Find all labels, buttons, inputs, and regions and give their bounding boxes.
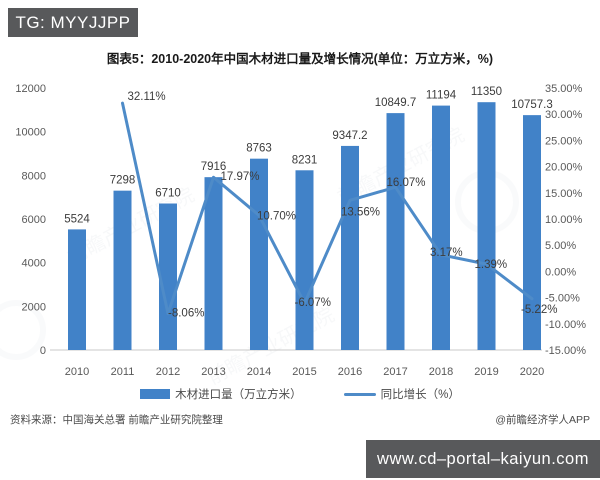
credit-note: @前瞻经济学人APP <box>495 414 590 426</box>
bar-value-label: 9347.2 <box>332 130 367 142</box>
bar-2017 <box>386 113 405 350</box>
bar-2019 <box>477 102 496 350</box>
bar-series-swatch-icon <box>140 389 171 399</box>
line-value-label: -8.06% <box>168 308 204 320</box>
legend-item-bar-series: 木材进口量（万立方米） <box>140 386 302 402</box>
right-axis-tick: 0.00% <box>545 266 576 278</box>
right-axis-tick: 10.00% <box>545 214 583 226</box>
bar-2020 <box>523 115 541 350</box>
left-axis-tick: 10000 <box>15 127 46 139</box>
overlay-badge-bottom-right: www.cd–portal–kaiyun.com <box>366 440 600 478</box>
x-axis-tick: 2012 <box>156 366 180 378</box>
left-axis-tick: 4000 <box>22 258 46 270</box>
right-axis-tick: -15.00% <box>545 345 586 357</box>
bar-2015 <box>295 170 314 350</box>
bar-value-label: 10849.7 <box>375 97 417 109</box>
right-axis-tick: 30.00% <box>545 109 583 121</box>
right-axis-tick: 20.00% <box>545 162 583 174</box>
bar-2016 <box>341 145 359 350</box>
x-axis-tick: 2010 <box>65 366 89 378</box>
line-value-label: 13.56% <box>341 206 380 218</box>
x-axis-tick: 2018 <box>429 366 453 378</box>
line-value-label: 1.39% <box>475 259 508 271</box>
line-value-label: -5.22% <box>521 304 557 316</box>
right-axis-tick: -5.00% <box>545 293 580 305</box>
left-axis-tick: 0 <box>40 345 46 357</box>
chart-title: 图表5：2010-2020年中国木材进口量及增长情况(单位：万立方米，%) <box>106 52 494 66</box>
bar-2012 <box>159 203 177 350</box>
left-axis-tick: 6000 <box>22 214 46 226</box>
line-value-label: 16.07% <box>387 177 426 189</box>
left-axis-tick: 8000 <box>22 170 46 182</box>
line-value-label: 10.70% <box>257 210 296 222</box>
legend-label-bar-series: 木材进口量（万立方米） <box>175 389 302 401</box>
x-axis-tick: 2013 <box>201 366 225 378</box>
source-note: 资料来源：中国海关总署 前瞻产业研究院整理 <box>10 414 223 426</box>
bar-2010 <box>68 229 86 350</box>
bar-2014 <box>250 158 268 350</box>
right-axis-tick: 5.00% <box>545 240 576 252</box>
growth-line <box>121 101 534 316</box>
left-axis-tick: 2000 <box>22 301 46 313</box>
bar-value-label: 8231 <box>292 154 318 166</box>
x-axis-tick: 2011 <box>111 366 135 378</box>
line-value-label: 32.11% <box>128 91 166 103</box>
footer: 资料来源：中国海关总署 前瞻产业研究院整理 @前瞻经济学人APP <box>10 412 590 427</box>
bar-value-label: 6710 <box>155 187 181 199</box>
legend-label-line-series: 同比增长（%） <box>380 389 460 401</box>
overlay-badge-top-left: TG: MYYJJPP <box>8 8 138 37</box>
legend-item-line-series: 同比增长（%） <box>343 386 460 402</box>
x-axis-tick: 2015 <box>292 366 316 378</box>
line-series-swatch-icon <box>343 392 376 396</box>
x-axis-tick: 2020 <box>520 366 544 378</box>
right-axis-tick: 25.00% <box>545 135 583 147</box>
x-axis-tick: 2014 <box>247 366 271 378</box>
line-value-label: 3.17% <box>430 247 463 259</box>
bar-2013 <box>204 177 223 350</box>
right-axis-tick: 15.00% <box>545 188 583 200</box>
left-axis-tick: 12000 <box>15 83 46 95</box>
x-axis-tick: 2016 <box>338 366 362 378</box>
x-axis-tick: 2017 <box>383 366 407 378</box>
bar-value-label: 8763 <box>246 143 272 155</box>
right-axis-tick: 35.00% <box>545 83 583 95</box>
bar-value-label: 5524 <box>64 213 90 225</box>
bar-2018 <box>432 105 450 351</box>
bar-value-label: 11194 <box>426 90 457 102</box>
bar-value-label: 7916 <box>201 161 227 173</box>
line-value-label: -6.07% <box>295 297 331 309</box>
line-value-label: 17.97% <box>221 171 260 183</box>
x-axis-tick: 2019 <box>474 366 498 378</box>
bar-value-label: 7298 <box>110 175 136 187</box>
bar-2011 <box>113 190 132 350</box>
chart-legend: 木材进口量（万立方米） 同比增长（%） <box>0 384 600 404</box>
timber-import-combo-chart: 0 2000 4000 6000 8000 10000 12000 35.00% 30.00% 2… <box>15 83 586 378</box>
right-axis-tick: -10.00% <box>545 319 586 331</box>
bar-value-label: 10757.3 <box>511 99 553 111</box>
bar-value-label: 11350 <box>471 86 502 98</box>
